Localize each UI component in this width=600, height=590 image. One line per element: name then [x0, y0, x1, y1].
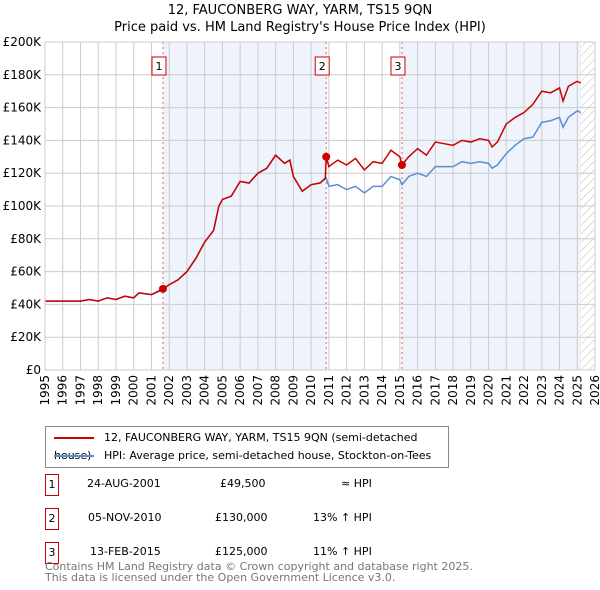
x-tick-label: 2015 [393, 375, 407, 406]
sale-row: 2 05-NOV-2010 £130,000 13% ↑ HPI [45, 508, 425, 530]
x-tick-label: 2021 [499, 375, 513, 406]
x-tick-label: 2010 [304, 375, 318, 406]
x-tick-label: 2007 [251, 375, 265, 406]
x-tick-label: 2000 [127, 375, 141, 406]
y-tick-label: £140K [3, 133, 43, 147]
x-tick-label: 2017 [428, 375, 442, 406]
x-tick-label: 2006 [233, 375, 247, 406]
legend-swatch-hpi [54, 455, 94, 457]
x-tick-label: 2013 [357, 375, 371, 406]
sale-date: 24-AUG-2001 [87, 477, 161, 490]
legend-hpi: HPI: Average price, semi-detached house,… [104, 449, 432, 462]
y-tick-label: £0 [26, 363, 41, 377]
sale-row: 1 24-AUG-2001 £49,500 ≈ HPI [45, 474, 425, 496]
x-tick-label: 2003 [180, 375, 194, 406]
sale-date: 13-FEB-2015 [90, 545, 161, 558]
price-chart: 1995 1996 1997 1998 1999 2000 2001 2002 2003 2004… [3, 35, 600, 406]
y-tick-label: £40K [10, 297, 42, 311]
x-tick-label: 2001 [144, 375, 158, 406]
x-tick-label: 2022 [517, 375, 531, 406]
sale-vs-hpi: 13% ↑ HPI [313, 511, 372, 524]
x-tick-label: 2018 [446, 375, 460, 406]
x-tick-label: 2023 [535, 375, 549, 406]
sale-label: 2 [319, 60, 326, 73]
x-tick-label: 1996 [56, 375, 70, 406]
legend-swatch-property [54, 437, 94, 439]
x-tick-label: 2014 [375, 375, 389, 406]
sale-label-box [390, 56, 406, 76]
x-tick-label: 2011 [322, 375, 336, 406]
x-tick-label: 2024 [553, 375, 567, 406]
sale-vs-hpi: ≈ HPI [341, 477, 372, 490]
y-tick-label: £120K [3, 166, 43, 180]
x-tick-label: 1995 [38, 375, 52, 406]
y-tick-label: £200K [3, 35, 43, 49]
y-tick-label: £160K [3, 101, 43, 115]
x-tick-label: 2005 [215, 375, 229, 406]
y-tick-label: £100K [3, 199, 43, 213]
y-tick-label: £80K [10, 232, 42, 246]
plot-border [44, 41, 596, 371]
sale-point [322, 152, 331, 161]
y-tick-label: £20K [10, 330, 42, 344]
x-tick-label: 2012 [340, 375, 354, 406]
x-tick-label: 1999 [109, 375, 123, 406]
x-tick-label: 1998 [91, 375, 105, 406]
x-tick-label: 2025 [570, 375, 584, 406]
footer-licence: This data is licensed under the Open Gov… [45, 571, 396, 584]
sale-point [397, 161, 406, 169]
sale-point [158, 284, 167, 293]
sale-marker: 3 [45, 542, 59, 564]
sale-marker: 1 [45, 474, 59, 496]
footer-copyright: Contains HM Land Registry data © Crown c… [45, 560, 473, 573]
sale-label-box [314, 56, 330, 76]
sale-label-box [151, 56, 167, 76]
sale-price: £130,000 [215, 511, 268, 524]
sale-price: £49,500 [220, 477, 266, 490]
y-tick-label: £60K [10, 265, 42, 279]
sale-row: 3 13-FEB-2015 £125,000 11% ↑ HPI [45, 542, 425, 564]
y-tick-label: £180K [3, 68, 43, 82]
x-tick-label: 1997 [73, 375, 87, 406]
x-tick-label: 2009 [286, 375, 300, 406]
x-tick-label: 2008 [269, 375, 283, 406]
chart-title: 12, FAUCONBERG WAY, YARM, TS15 9QN [167, 3, 433, 18]
chart-subtitle: Price paid vs. HM Land Registry's House … [114, 20, 486, 35]
x-tick-label: 2026 [588, 375, 600, 406]
sale-label: 1 [155, 60, 162, 73]
x-tick-label: 2019 [464, 375, 478, 406]
x-tick-label: 2004 [198, 375, 212, 406]
sale-vs-hpi: 11% ↑ HPI [313, 545, 372, 558]
x-tick-label: 2016 [411, 375, 425, 406]
sale-date: 05-NOV-2010 [88, 511, 162, 524]
sale-price: £125,000 [215, 545, 268, 558]
legend: 12, FAUCONBERG WAY, YARM, TS15 9QN (semi… [45, 426, 449, 468]
x-tick-label: 2020 [482, 375, 496, 406]
sale-marker: 2 [45, 508, 59, 530]
x-tick-label: 2002 [162, 375, 176, 406]
sale-label: 3 [394, 60, 401, 73]
